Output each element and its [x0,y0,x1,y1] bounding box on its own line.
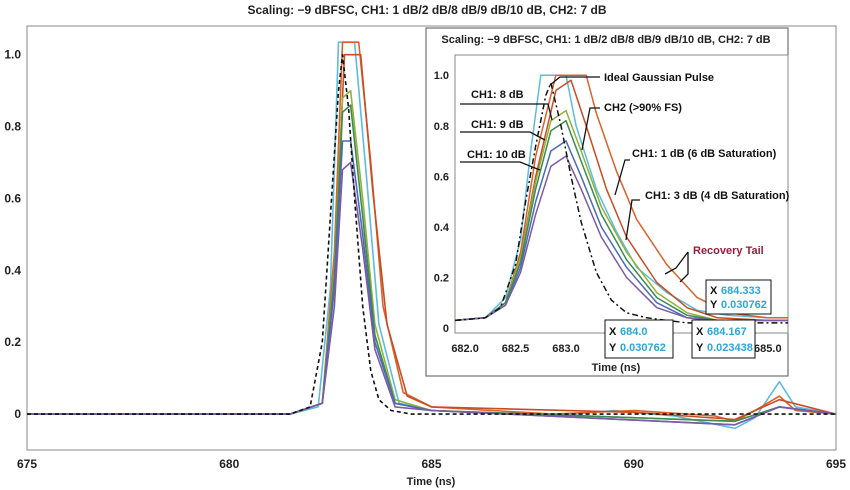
x-tick-label: 682.0 [451,343,479,355]
annotation-ch1-9db: CH1: 9 dB [471,119,524,131]
leader-ch2 [581,107,600,151]
y-tick-label: 0.2 [434,272,449,284]
main-chart: Scaling: −9 dBFSC, CH1: 1 dB/2 dB/8 dB/9… [4,3,846,488]
cursor-2-y-label: Y [609,342,617,354]
cursor-3-y-label: Y [696,342,704,354]
series-line-7 [27,161,837,426]
y-tick-label: 0 [443,323,449,335]
y-tick-label: 0 [14,407,21,421]
leader-ch1-3db [625,199,640,241]
x-tick-label: 682.5 [502,343,530,355]
inset-chart-title: Scaling: −9 dBFSC, CH1: 1 dB/2 dB/8 dB/9… [441,34,770,46]
leader-ch1-9db [460,131,546,141]
main-y-ticks: 0 0.2 0.4 0.6 0.8 1.0 [4,48,21,421]
annotation-ch1-8db: CH1: 8 dB [471,89,524,101]
cursor-3-x-value: 684.167 [707,326,747,338]
cursor-1-x-label: X [710,285,718,297]
y-tick-label: 0.8 [4,120,21,134]
inset-chart: Scaling: −9 dBFSC, CH1: 1 dB/2 dB/8 dB/9… [425,27,790,377]
y-tick-label: 0.4 [4,263,21,277]
x-tick-label: 690 [624,457,644,471]
cursor-readout-3: X 684.167 Y 0.023438 [691,319,756,359]
main-plot-frame [26,25,837,451]
leader-tail-b [679,252,689,283]
cursor-2-x-value: 684.0 [620,326,648,338]
main-chart-title: Scaling: −9 dBFSC, CH1: 1 dB/2 dB/8 dB/9… [247,3,606,17]
annotation-ch1-1db: CH1: 1 dB (6 dB Saturation) [632,148,777,160]
series-line-8 [454,82,788,324]
series-line-7 [454,155,788,322]
cursor-3-y-value: 0.023438 [707,342,753,354]
series-line-8 [27,53,836,415]
leader-tail-a [664,251,689,275]
annotation-leaders [460,76,689,283]
cursor-1-y-value: 0.030762 [721,299,767,311]
annotation-ch1-3db: CH1: 3 dB (4 dB Saturation) [645,190,790,202]
x-tick-label: 685 [421,457,441,471]
cursor-1-x-value: 684.333 [721,285,761,297]
series-line-5 [454,119,788,322]
main-x-ticks: 675 680 685 690 695 [17,457,846,471]
leader-ideal-gaussian [549,76,600,86]
main-series-group [27,41,837,430]
leader-ch1-8db [460,103,553,121]
y-tick-label: 0.6 [4,191,21,205]
cursor-1-y-label: Y [710,299,718,311]
y-tick-label: 0.4 [434,222,450,234]
cursor-box-2 [604,319,674,359]
cursor-3-x-label: X [696,326,704,338]
cursor-readout-1: X 684.333 Y 0.030762 [705,279,772,315]
x-tick-label: 680 [219,457,239,471]
cursor-box-1 [705,279,772,315]
y-tick-label: 1.0 [434,70,449,82]
inset-x-axis-label: Time (ns) [592,362,641,374]
cursor-readout-2: X 684.0 Y 0.030762 [604,319,674,359]
annotation-recovery-tail: Recovery Tail [693,245,764,257]
annotation-ch1-10db: CH1: 10 dB [467,149,526,161]
x-tick-label: 695 [826,457,846,471]
x-tick-label: 685.0 [754,343,782,355]
main-x-axis-label: Time (ns) [407,476,456,488]
x-tick-label: 675 [17,457,37,471]
y-tick-label: 0.8 [434,121,449,133]
x-tick-label: 683.0 [552,343,580,355]
inset-y-ticks: 0 0.2 0.4 0.6 0.8 1.0 [434,70,450,335]
y-tick-label: 0.2 [4,335,21,349]
y-tick-label: 0.6 [434,171,449,183]
cursor-2-y-value: 0.030762 [620,342,666,354]
annotation-ch2: CH2 (>90% FS) [604,102,682,114]
cursor-box-3 [691,319,756,359]
y-tick-label: 1.0 [4,48,21,62]
leader-ch1-10db [460,161,541,171]
annotation-ideal-gaussian: Ideal Gaussian Pulse [604,72,714,84]
leader-ch1-1db [614,159,630,196]
cursor-2-x-label: X [609,326,617,338]
